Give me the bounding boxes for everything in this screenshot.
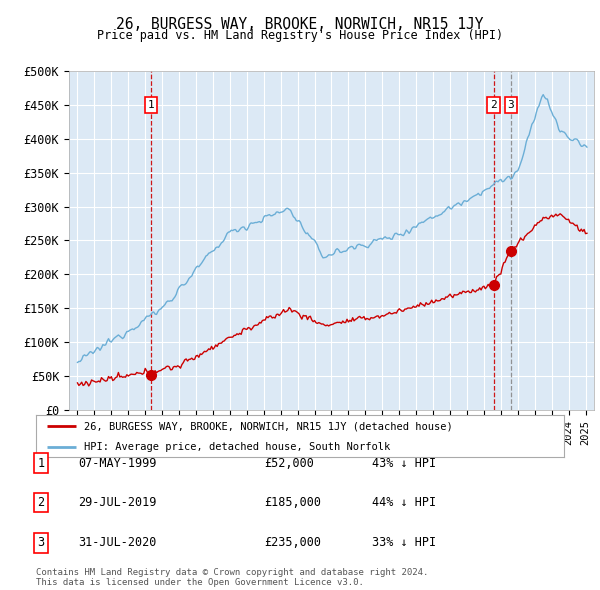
- Text: 29-JUL-2019: 29-JUL-2019: [78, 496, 157, 509]
- Text: 3: 3: [508, 100, 514, 110]
- Text: 07-MAY-1999: 07-MAY-1999: [78, 457, 157, 470]
- Text: 43% ↓ HPI: 43% ↓ HPI: [372, 457, 436, 470]
- Text: 33% ↓ HPI: 33% ↓ HPI: [372, 536, 436, 549]
- Text: 1: 1: [37, 457, 44, 470]
- Text: 44% ↓ HPI: 44% ↓ HPI: [372, 496, 436, 509]
- Text: £235,000: £235,000: [264, 536, 321, 549]
- Text: 1: 1: [148, 100, 155, 110]
- Text: 3: 3: [37, 536, 44, 549]
- Text: 2: 2: [490, 100, 497, 110]
- Text: Price paid vs. HM Land Registry's House Price Index (HPI): Price paid vs. HM Land Registry's House …: [97, 30, 503, 42]
- Text: £185,000: £185,000: [264, 496, 321, 509]
- Text: 2: 2: [37, 496, 44, 509]
- Text: HPI: Average price, detached house, South Norfolk: HPI: Average price, detached house, Sout…: [83, 442, 390, 451]
- Text: 26, BURGESS WAY, BROOKE, NORWICH, NR15 1JY (detached house): 26, BURGESS WAY, BROOKE, NORWICH, NR15 1…: [83, 421, 452, 431]
- Text: 31-JUL-2020: 31-JUL-2020: [78, 536, 157, 549]
- Text: Contains HM Land Registry data © Crown copyright and database right 2024.
This d: Contains HM Land Registry data © Crown c…: [36, 568, 428, 587]
- Text: £52,000: £52,000: [264, 457, 314, 470]
- Text: 26, BURGESS WAY, BROOKE, NORWICH, NR15 1JY: 26, BURGESS WAY, BROOKE, NORWICH, NR15 1…: [116, 17, 484, 31]
